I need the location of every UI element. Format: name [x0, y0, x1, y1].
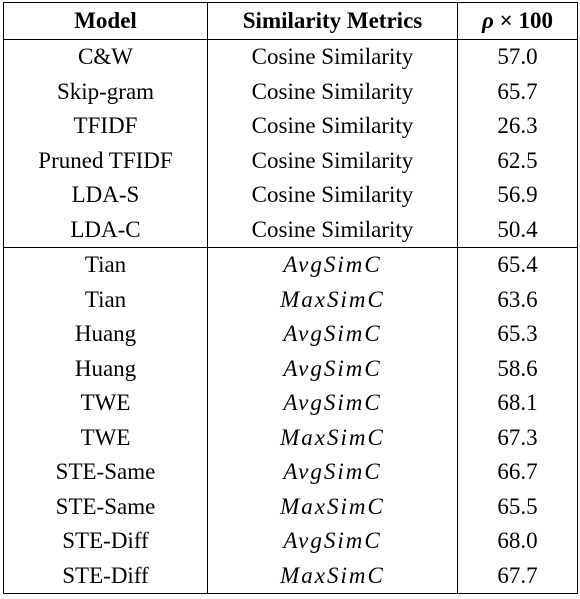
table-row: Tian MaxSimC 63.6: [3, 282, 578, 317]
cell-similarity-metric: Cosine Similarity: [207, 74, 458, 109]
cell-model: Tian: [3, 247, 208, 283]
cell-rho: 50.4: [457, 212, 578, 248]
cell-similarity-metric: Cosine Similarity: [207, 212, 458, 248]
cell-model: Tian: [3, 282, 208, 317]
table-row: TWE MaxSimC 67.3: [3, 420, 578, 455]
cell-similarity-metric: AvgSimC: [207, 386, 458, 421]
table-row: Pruned TFIDF Cosine Similarity 62.5: [3, 143, 578, 178]
cell-rho: 57.0: [457, 39, 578, 75]
header-rho: ρ × 100: [457, 2, 578, 40]
cell-similarity-metric: AvgSimC: [207, 524, 458, 559]
results-table-container: Model Similarity Metrics ρ × 100 C&W Cosi…: [3, 2, 578, 594]
table-row: Skip-gram Cosine Similarity 65.7: [3, 74, 578, 109]
cell-rho: 63.6: [457, 282, 578, 317]
cell-rho: 68.0: [457, 524, 578, 559]
cell-similarity-metric: AvgSimC: [207, 317, 458, 352]
header-row: Model Similarity Metrics ρ × 100: [3, 2, 578, 40]
table-row: TWE AvgSimC 68.1: [3, 386, 578, 421]
cell-similarity-metric: MaxSimC: [207, 558, 458, 594]
cell-model: TWE: [3, 420, 208, 455]
header-similarity-metrics: Similarity Metrics: [207, 2, 458, 40]
cell-rho: 65.7: [457, 74, 578, 109]
cell-model: STE-Diff: [3, 524, 208, 559]
cell-rho: 65.4: [457, 247, 578, 283]
table-row: STE-Diff MaxSimC 67.7: [3, 558, 578, 594]
table-row: STE-Same MaxSimC 65.5: [3, 489, 578, 524]
cell-similarity-metric: Cosine Similarity: [207, 39, 458, 75]
cell-rho: 65.3: [457, 317, 578, 352]
cell-rho: 67.7: [457, 558, 578, 594]
table-row: LDA-S Cosine Similarity 56.9: [3, 178, 578, 213]
cell-similarity-metric: Cosine Similarity: [207, 143, 458, 178]
cell-rho: 58.6: [457, 351, 578, 386]
table-row: Huang AvgSimC 58.6: [3, 351, 578, 386]
cell-rho: 26.3: [457, 109, 578, 144]
cell-model: Skip-gram: [3, 74, 208, 109]
cell-similarity-metric: Cosine Similarity: [207, 109, 458, 144]
cell-rho: 62.5: [457, 143, 578, 178]
table-header: Model Similarity Metrics ρ × 100: [3, 2, 578, 40]
cell-similarity-metric: AvgSimC: [207, 247, 458, 283]
cell-model: TFIDF: [3, 109, 208, 144]
table-row: LDA-C Cosine Similarity 50.4: [3, 212, 578, 248]
cell-model: Pruned TFIDF: [3, 143, 208, 178]
cell-model: STE-Same: [3, 489, 208, 524]
header-model: Model: [3, 2, 208, 40]
cell-rho: 68.1: [457, 386, 578, 421]
cell-rho: 67.3: [457, 420, 578, 455]
table-row: STE-Same AvgSimC 66.7: [3, 455, 578, 490]
table-row: STE-Diff AvgSimC 68.0: [3, 524, 578, 559]
table-row: TFIDF Cosine Similarity 26.3: [3, 109, 578, 144]
cell-model: Huang: [3, 317, 208, 352]
rho-multiplier: × 100: [493, 8, 553, 33]
rho-symbol: ρ: [482, 8, 494, 33]
cell-similarity-metric: AvgSimC: [207, 351, 458, 386]
cell-rho: 66.7: [457, 455, 578, 490]
table-row: C&W Cosine Similarity 57.0: [3, 39, 578, 75]
cell-model: Huang: [3, 351, 208, 386]
cell-similarity-metric: MaxSimC: [207, 282, 458, 317]
cell-similarity-metric: Cosine Similarity: [207, 178, 458, 213]
cell-similarity-metric: AvgSimC: [207, 455, 458, 490]
cell-rho: 65.5: [457, 489, 578, 524]
cell-model: LDA-C: [3, 212, 208, 248]
cell-model: C&W: [3, 39, 208, 75]
table-body: C&W Cosine Similarity 57.0 Skip-gram Cosine …: [3, 39, 578, 594]
results-table: Model Similarity Metrics ρ × 100 C&W Cosi…: [3, 2, 578, 594]
cell-model: STE-Diff: [3, 558, 208, 594]
cell-similarity-metric: MaxSimC: [207, 420, 458, 455]
cell-model: LDA-S: [3, 178, 208, 213]
cell-model: TWE: [3, 386, 208, 421]
cell-model: STE-Same: [3, 455, 208, 490]
table-row: Tian AvgSimC 65.4: [3, 247, 578, 283]
table-row: Huang AvgSimC 65.3: [3, 317, 578, 352]
cell-rho: 56.9: [457, 178, 578, 213]
cell-similarity-metric: MaxSimC: [207, 489, 458, 524]
